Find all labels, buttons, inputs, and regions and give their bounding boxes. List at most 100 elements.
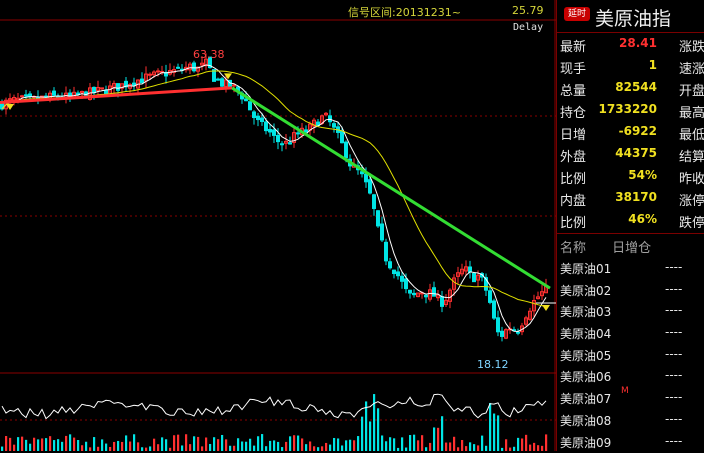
volume-bar [265, 446, 267, 451]
quote-label: 比例 [560, 212, 586, 231]
volume-bar [101, 439, 103, 451]
volume-bar [245, 442, 247, 451]
candle-body [365, 174, 368, 182]
candle-body [245, 99, 248, 101]
delay-label: Delay [513, 22, 543, 33]
contract-row[interactable]: 美原油09 ---- [557, 432, 704, 453]
volume-bar [489, 403, 491, 451]
contract-row[interactable]: 美原油04---- [557, 323, 704, 345]
volume-bar [113, 442, 115, 451]
quote-value: 54% [628, 168, 657, 182]
volume-bar [25, 440, 27, 451]
volume-bar [349, 440, 351, 451]
contract-oi-change: ---- [665, 282, 682, 296]
volume-bar [385, 441, 387, 451]
volume-bar [405, 448, 407, 451]
volume-bar [177, 435, 179, 451]
volume-bar [153, 439, 155, 451]
quote-label-secondary: 最高 [679, 102, 704, 121]
contract-name: 美原油02 [560, 282, 611, 299]
volume-bar [17, 437, 19, 451]
contract-list-header: 名称 日增仓 [560, 237, 651, 256]
candle-body [305, 130, 308, 132]
volume-bar [509, 448, 511, 451]
candle-body [473, 273, 476, 281]
kline-chart[interactable] [0, 0, 556, 451]
volume-bar [217, 439, 219, 451]
volume-bar [53, 440, 55, 451]
contract-row[interactable]: 美原油02 ---- [557, 280, 704, 302]
instrument-title: 延时 美原油指 [557, 0, 704, 32]
volume-bar [33, 438, 35, 451]
quote-label: 总量 [560, 80, 586, 99]
volume-bar [165, 439, 167, 451]
contract-oi-change: ---- [665, 368, 682, 382]
volume-bar [461, 440, 463, 451]
volume-bar [201, 446, 203, 451]
contract-row[interactable]: 美原油07----M [557, 388, 704, 410]
contract-name: 美原油09 [560, 434, 611, 451]
volume-bar [93, 437, 95, 451]
contract-row[interactable]: 美原油03---- [557, 301, 704, 323]
volume-bar [121, 442, 123, 451]
quote-label: 日增 [560, 124, 586, 143]
volume-bar [369, 421, 371, 451]
candle-body [221, 79, 224, 86]
candle-body [341, 131, 344, 142]
candle-body [93, 87, 96, 92]
volume-bar [413, 435, 415, 451]
candle-body [149, 74, 152, 75]
volume-bar [345, 440, 347, 451]
candle-body [397, 272, 400, 276]
volume-bar [353, 440, 355, 451]
volume-bar [505, 439, 507, 451]
volume-bar [129, 442, 131, 451]
volume-bar [537, 445, 539, 451]
contract-oi-change: ---- [665, 434, 682, 448]
volume-bar [409, 435, 411, 451]
quote-label: 外盘 [560, 146, 586, 165]
quote-value: 28.41 [619, 36, 657, 50]
volume-bar [285, 442, 287, 451]
quote-value: -6922 [619, 124, 657, 138]
delay-badge: 延时 [564, 7, 590, 21]
quote-value: 1733220 [599, 102, 657, 116]
volume-bar [545, 434, 547, 451]
candle-body [333, 124, 336, 127]
candle-body [29, 94, 32, 96]
contract-name: 美原油01 [560, 260, 611, 277]
volume-bar [389, 437, 391, 451]
volume-bar [205, 438, 207, 451]
volume-bar [173, 435, 175, 451]
volume-bar [393, 438, 395, 451]
contract-row[interactable]: 美原油05---- [557, 345, 704, 367]
volume-bar [1, 447, 3, 451]
volume-bar [261, 434, 263, 451]
volume-bar [249, 439, 251, 451]
contract-row[interactable]: 美原油06---- [557, 366, 704, 388]
quote-value: 1 [649, 58, 657, 72]
volume-bar [305, 444, 307, 451]
volume-bar [361, 417, 363, 451]
contract-row[interactable]: 美原油01---- [557, 258, 704, 280]
volume-bar [41, 438, 43, 451]
volume-bar [281, 447, 283, 451]
candle-body [141, 79, 144, 83]
candle-body [433, 288, 436, 296]
candle-body [401, 276, 404, 281]
volume-bar [477, 445, 479, 451]
candle-body [381, 224, 384, 240]
volume-bar [493, 414, 495, 451]
volume-bar [529, 445, 531, 451]
volume-bar [185, 434, 187, 451]
contract-row[interactable]: 美原油08---- [557, 410, 704, 432]
volume-bar [29, 444, 31, 451]
candle-body [441, 297, 444, 307]
volume-bar [273, 440, 275, 451]
volume-bar [9, 438, 11, 451]
contract-main-mark: M [621, 386, 629, 396]
volume-bar [13, 445, 15, 451]
kline-chart-pane[interactable]: 信号区间:20131231~ 25.79 Delay 63.38 18.12 [0, 0, 556, 451]
volume-bar [417, 440, 419, 451]
